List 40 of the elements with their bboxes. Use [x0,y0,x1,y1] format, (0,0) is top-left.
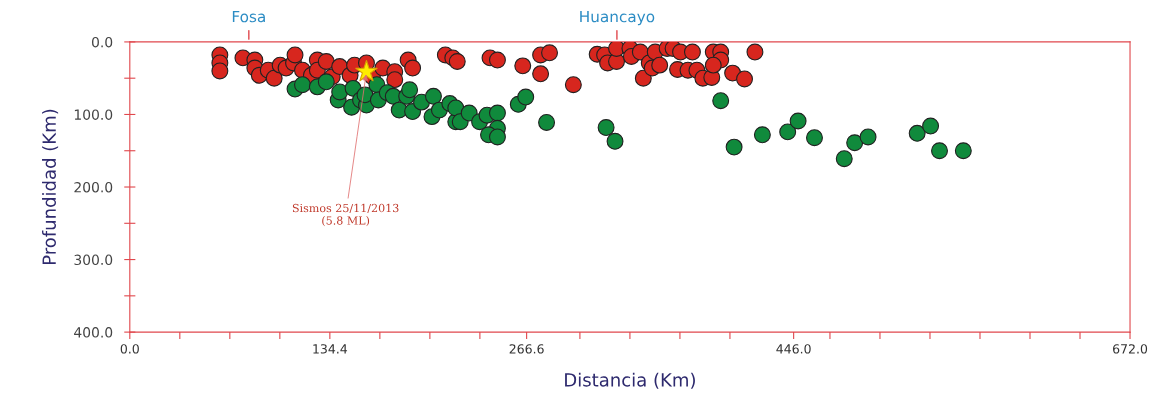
point [922,117,940,135]
point [908,124,926,142]
point [597,119,615,137]
x-tick-label: 134.4 [313,344,348,354]
y-tick-label: 200.0 [74,181,113,193]
point [538,113,556,131]
point [835,150,853,168]
point [331,83,349,101]
point [846,134,864,152]
point [931,142,948,160]
text: Huancayo [580,10,655,26]
point [954,142,972,160]
point [806,129,823,147]
y-tick-label: 100.0 [74,109,113,120]
text: Fosa [232,10,265,23]
y-tick-label: 300.0 [74,254,113,266]
point [293,76,311,94]
point [355,59,378,82]
point [606,132,624,150]
y-tick-label: 400.0 [74,327,113,338]
x-axis-title: Distancia (Km) [565,372,695,389]
point [317,73,335,91]
point [859,128,877,146]
x-tick-label: 0.0 [120,344,139,354]
annotation: Sismos 25/11/2013 (5.8 ML) [292,203,399,227]
point [517,88,535,106]
point [488,104,506,122]
x-tick-label: 446.0 [776,344,811,354]
point [725,138,743,156]
point [753,126,771,144]
x-tick-label: 672.0 [1113,344,1148,354]
point [424,87,442,105]
point [712,92,730,110]
y-tick-label: 0.0 [91,36,113,48]
x-tick-label: 266.6 [509,344,544,354]
point [779,123,797,141]
point [789,112,807,130]
point [401,81,419,99]
point [488,128,506,146]
y-axis-title: Profundidad (Km) [42,109,59,265]
